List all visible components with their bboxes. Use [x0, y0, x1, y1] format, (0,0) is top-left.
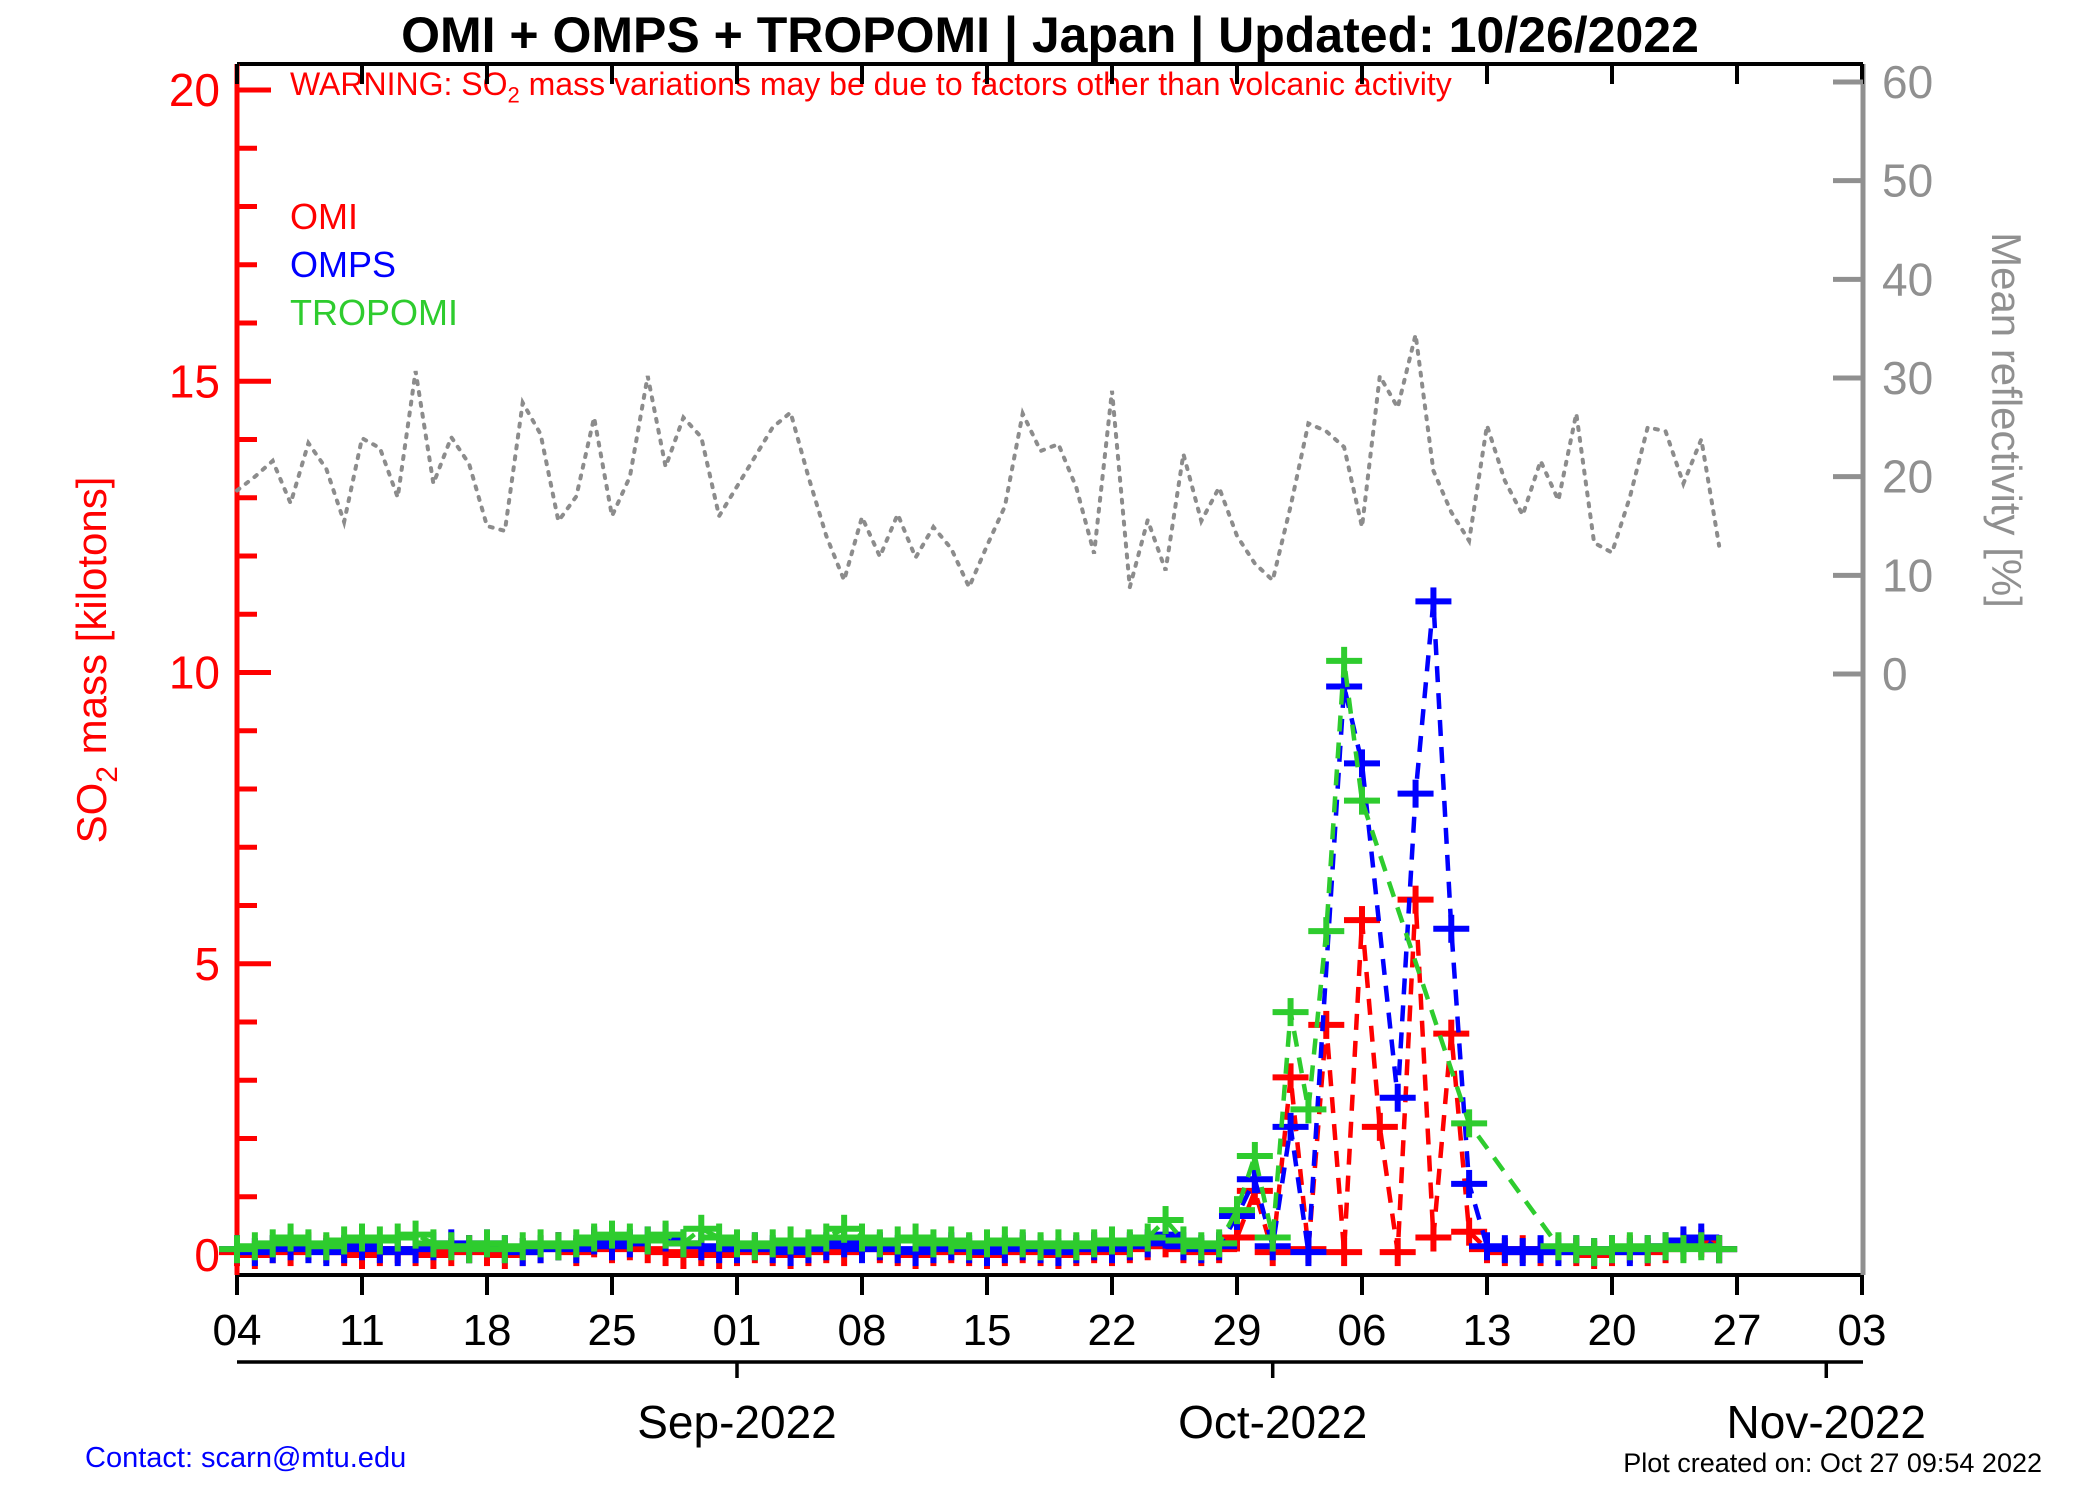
y-axis-left: 0 5 10 15 20 SO2 mass [kilotons] [68, 64, 271, 1281]
series-omps [219, 587, 1738, 1267]
warning-pre: WARNING: SO [290, 66, 508, 102]
series-mean-reflectivity [235, 334, 1722, 593]
svg-text:08: 08 [838, 1306, 887, 1355]
chart-title: OMI + OMPS + TROPOMI | Japan | Updated: … [401, 7, 1699, 63]
legend-item-tropomi: TROPOMI [290, 292, 458, 333]
svg-text:01: 01 [713, 1306, 762, 1355]
created-timestamp: Plot created on: Oct 27 09:54 2022 [1623, 1448, 2042, 1478]
warning-sub: 2 [507, 82, 520, 108]
x-axis: 04 11 18 25 01 08 15 22 29 06 13 20 27 03 [213, 64, 1887, 1355]
svg-text:18: 18 [463, 1306, 512, 1355]
svg-text:15: 15 [169, 355, 220, 407]
svg-text:15: 15 [963, 1306, 1012, 1355]
svg-text:11: 11 [339, 1306, 385, 1355]
svg-text:03: 03 [1838, 1306, 1887, 1355]
svg-text:0: 0 [194, 1229, 220, 1281]
svg-text:5: 5 [194, 938, 220, 990]
svg-text:SO2 mass [kilotons]: SO2 mass [kilotons] [68, 477, 124, 844]
legend-item-omps: OMPS [290, 244, 397, 285]
series-tropomi [219, 646, 1738, 1267]
svg-text:13: 13 [1463, 1306, 1512, 1355]
warning-post: mass variations may be due to factors ot… [528, 66, 1452, 102]
svg-text:30: 30 [1882, 352, 1933, 404]
svg-text:20: 20 [1588, 1306, 1637, 1355]
warning-text: WARNING: SO2 mass variations may be due … [290, 66, 1452, 108]
contact-link[interactable]: Contact: scarn@mtu.edu [85, 1442, 407, 1474]
svg-text:Oct-2022: Oct-2022 [1178, 1396, 1367, 1448]
svg-text:10: 10 [1882, 549, 1933, 601]
svg-text:Nov-2022: Nov-2022 [1727, 1396, 1926, 1448]
svg-text:04: 04 [213, 1306, 262, 1355]
svg-text:20: 20 [1882, 451, 1933, 503]
x-axis-months: Sep-2022 Oct-2022 Nov-2022 [237, 1360, 1926, 1448]
svg-text:06: 06 [1338, 1306, 1387, 1355]
plot-frame [234, 62, 1866, 1277]
legend-item-omi: OMI [290, 196, 358, 237]
series-omi [219, 885, 1738, 1269]
y-axis-right: 0 10 20 30 40 50 60 Mean reflectivity [%] [1833, 56, 2030, 700]
svg-text:22: 22 [1088, 1306, 1137, 1355]
svg-text:25: 25 [588, 1306, 637, 1355]
svg-text:20: 20 [169, 64, 220, 116]
svg-text:50: 50 [1882, 155, 1933, 207]
svg-text:40: 40 [1882, 253, 1933, 305]
svg-text:Mean reflectivity [%]: Mean reflectivity [%] [1983, 232, 2030, 608]
svg-text:Sep-2022: Sep-2022 [637, 1396, 837, 1448]
svg-text:0: 0 [1882, 648, 1908, 700]
svg-text:10: 10 [169, 647, 220, 699]
svg-text:27: 27 [1713, 1306, 1762, 1355]
svg-text:29: 29 [1213, 1306, 1262, 1355]
svg-text:60: 60 [1882, 56, 1933, 108]
